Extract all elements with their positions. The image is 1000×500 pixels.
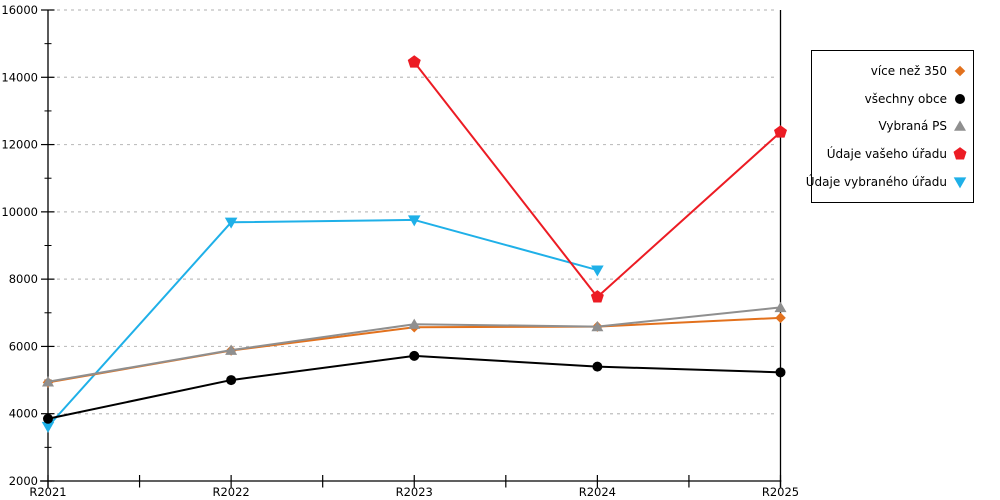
series-5 — [41, 215, 604, 433]
legend-item-label: Vybraná PS — [878, 119, 947, 134]
x-tick-label: R2024 — [579, 485, 616, 499]
series-3 — [42, 301, 787, 387]
series-4 — [407, 55, 787, 303]
legend-item: více než 350 — [816, 63, 968, 79]
legend-item-label: Údaje vybraného úřadu — [805, 175, 947, 190]
data-point-triangle-up — [408, 318, 421, 329]
y-tick-label: 2000 — [9, 474, 38, 488]
x-tick-label: R2025 — [762, 485, 799, 499]
data-point-triangle-down — [407, 215, 421, 227]
series-2 — [43, 350, 786, 424]
data-point-circle — [43, 413, 53, 424]
data-point-circle — [409, 350, 420, 361]
data-point-pentagon — [953, 147, 967, 160]
series-line — [413, 61, 782, 298]
triangle-down-icon — [953, 177, 967, 189]
y-tick-label: 10000 — [1, 205, 38, 219]
data-point-circle — [226, 375, 237, 386]
data-point-triangle-down — [41, 421, 55, 433]
y-tick-label: 16000 — [1, 3, 38, 17]
legend-item: Údaje vybraného úřadu — [806, 174, 968, 190]
x-tick-label: R2021 — [29, 485, 66, 499]
data-point-triangle-down — [591, 265, 604, 277]
y-tick-label: 8000 — [9, 272, 38, 286]
data-point-diamond — [954, 65, 966, 77]
data-point-pentagon — [774, 125, 787, 138]
circle-icon — [955, 93, 965, 104]
data-point-circle — [775, 367, 786, 378]
legend-item-label: všechny obce — [864, 91, 947, 106]
legend-item: všechny obce — [816, 91, 968, 107]
data-point-triangle-down — [953, 177, 967, 189]
data-point-pentagon — [590, 290, 604, 303]
data-point-circle — [592, 361, 603, 372]
legend: více než 350 všechny obce Vybraná PS Údaje … — [806, 50, 974, 203]
legend-item: Vybraná PS — [816, 118, 968, 134]
data-point-triangle-up — [954, 120, 966, 132]
y-tick-label: 4000 — [9, 407, 38, 421]
legend-item-label: více než 350 — [870, 63, 947, 78]
series-line — [47, 306, 781, 383]
series-line — [47, 218, 598, 428]
data-point-triangle-up — [42, 376, 54, 387]
data-point-diamond — [775, 312, 786, 324]
pentagon-icon — [953, 147, 967, 160]
data-point-triangle-up — [591, 320, 604, 332]
data-point-triangle-up — [225, 344, 238, 355]
data-point-pentagon — [407, 55, 421, 68]
data-point-triangle-down — [224, 217, 238, 229]
y-tick-label: 6000 — [9, 339, 38, 353]
x-tick-label: R2023 — [396, 485, 433, 499]
y-tick-label: 14000 — [1, 70, 38, 84]
legend-item: Údaje vašeho úřadu — [816, 146, 968, 162]
data-point-triangle-up — [774, 301, 787, 313]
x-tick-label: R2022 — [212, 485, 249, 499]
y-tick-label: 12000 — [1, 138, 38, 152]
data-point-circle — [955, 93, 965, 104]
diamond-icon — [954, 65, 966, 77]
triangle-up-icon — [954, 120, 966, 132]
legend-item-label: Údaje vašeho úřadu — [826, 147, 947, 162]
series-line — [47, 354, 781, 420]
